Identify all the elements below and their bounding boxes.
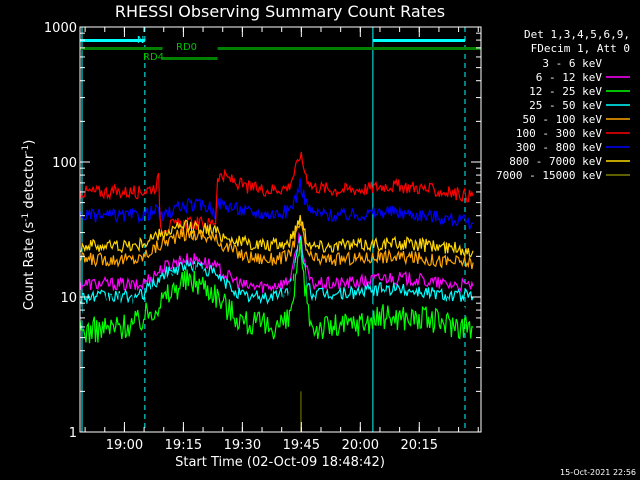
legend-label-0: 3 - 6 keV — [542, 57, 602, 70]
legend-label-6: 300 - 800 keV — [516, 141, 602, 154]
y-tick-label: 10 — [60, 291, 77, 306]
plot-frame — [79, 26, 482, 433]
night-band-label: N — [137, 35, 144, 46]
series-line-3 — [79, 235, 474, 305]
night-band-bar — [80, 39, 145, 42]
flag-band-label: RD0 — [176, 42, 197, 53]
legend-label-1: 6 - 12 keV — [536, 71, 603, 84]
axes: 1 10 100 1000 19:00 19:15 19:30 19:45 20:00 20:15 — [44, 21, 482, 453]
x-axis-title: Start Time (02-Oct-09 18:48:42) — [175, 455, 385, 470]
legend-label-7: 800 - 7000 keV — [509, 155, 602, 168]
series-line-1 — [79, 232, 474, 294]
flag-band-bar — [162, 57, 218, 60]
night-band-bar — [372, 39, 465, 42]
series-line-2 — [79, 240, 474, 344]
flag-band-bar — [80, 47, 163, 50]
series-line-7 — [79, 214, 474, 258]
plot-area: N RD0 RD4 — [79, 27, 482, 433]
y-tick-label: 100 — [52, 156, 77, 171]
y-axis-title-sup1: -1 — [21, 213, 31, 222]
y-axis-title: Count Rate (s-1 detector-1) — [21, 140, 37, 311]
flag-band-bar — [217, 47, 482, 50]
x-tick-label: 19:45 — [283, 438, 320, 453]
generation-timestamp: 15-Oct-2021 22:56 — [560, 468, 636, 477]
legend-label-8: 7000 - 15000 keV — [496, 169, 602, 182]
legend-label-4: 50 - 100 keV — [523, 113, 603, 126]
legend-header-line-1: Det 1,3,4,5,6,9, — [524, 28, 630, 41]
flag-band-label: RD4 — [143, 52, 164, 63]
x-tick-label: 19:30 — [224, 438, 261, 453]
y-axis-title-part1: Count Rate (s — [22, 222, 37, 311]
series-line-6 — [79, 178, 474, 230]
x-tick-label: 19:15 — [165, 438, 202, 453]
y-axis-title-part3: ) — [22, 140, 37, 145]
legend-label-2: 12 - 25 keV — [529, 85, 602, 98]
legend-label-5: 100 - 300 keV — [516, 127, 602, 140]
legend-label-3: 25 - 50 keV — [529, 99, 602, 112]
x-tick-label: 20:15 — [401, 438, 438, 453]
series-line-4 — [79, 221, 474, 270]
legend: Det 1,3,4,5,6,9, FDecim 1, Att 0 3 - 6 k… — [496, 28, 630, 182]
y-tick-label: 1 — [69, 426, 77, 441]
x-tick-label: 20:00 — [342, 438, 379, 453]
y-axis-title-sup2: -1 — [21, 145, 31, 154]
x-tick-label: 19:00 — [106, 438, 143, 453]
legend-header-line-2: FDecim 1, Att 0 — [531, 42, 630, 55]
y-axis-title-part2: detector — [22, 153, 37, 213]
y-tick-label: 1000 — [44, 21, 77, 36]
series-line-5 — [79, 151, 474, 235]
chart-title: RHESSI Observing Summary Count Rates — [115, 2, 445, 21]
